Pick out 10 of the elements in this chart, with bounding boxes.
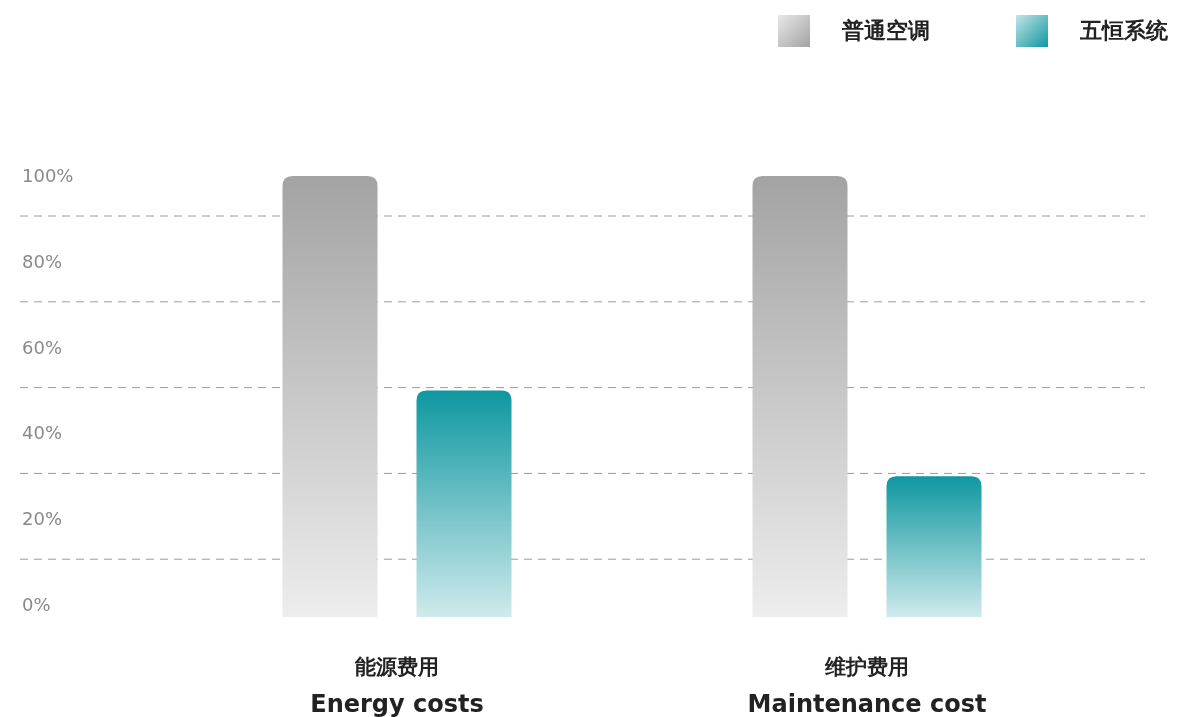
x-tick-label: 维护费用 Maintenance cost bbox=[747, 655, 987, 717]
y-tick-label: 80% bbox=[22, 250, 63, 272]
y-tick-label: 20% bbox=[22, 508, 63, 530]
y-tick-label: 60% bbox=[22, 336, 63, 358]
y-tick-label: 100% bbox=[22, 165, 74, 186]
y-tick-label: 0% bbox=[22, 594, 51, 615]
legend-label: 五恒系统 bbox=[1079, 18, 1169, 43]
y-tick-label: 40% bbox=[22, 422, 63, 444]
x-tick-label: 能源费用 Energy costs bbox=[310, 655, 484, 717]
legend-label: 普通空调 bbox=[841, 18, 930, 43]
